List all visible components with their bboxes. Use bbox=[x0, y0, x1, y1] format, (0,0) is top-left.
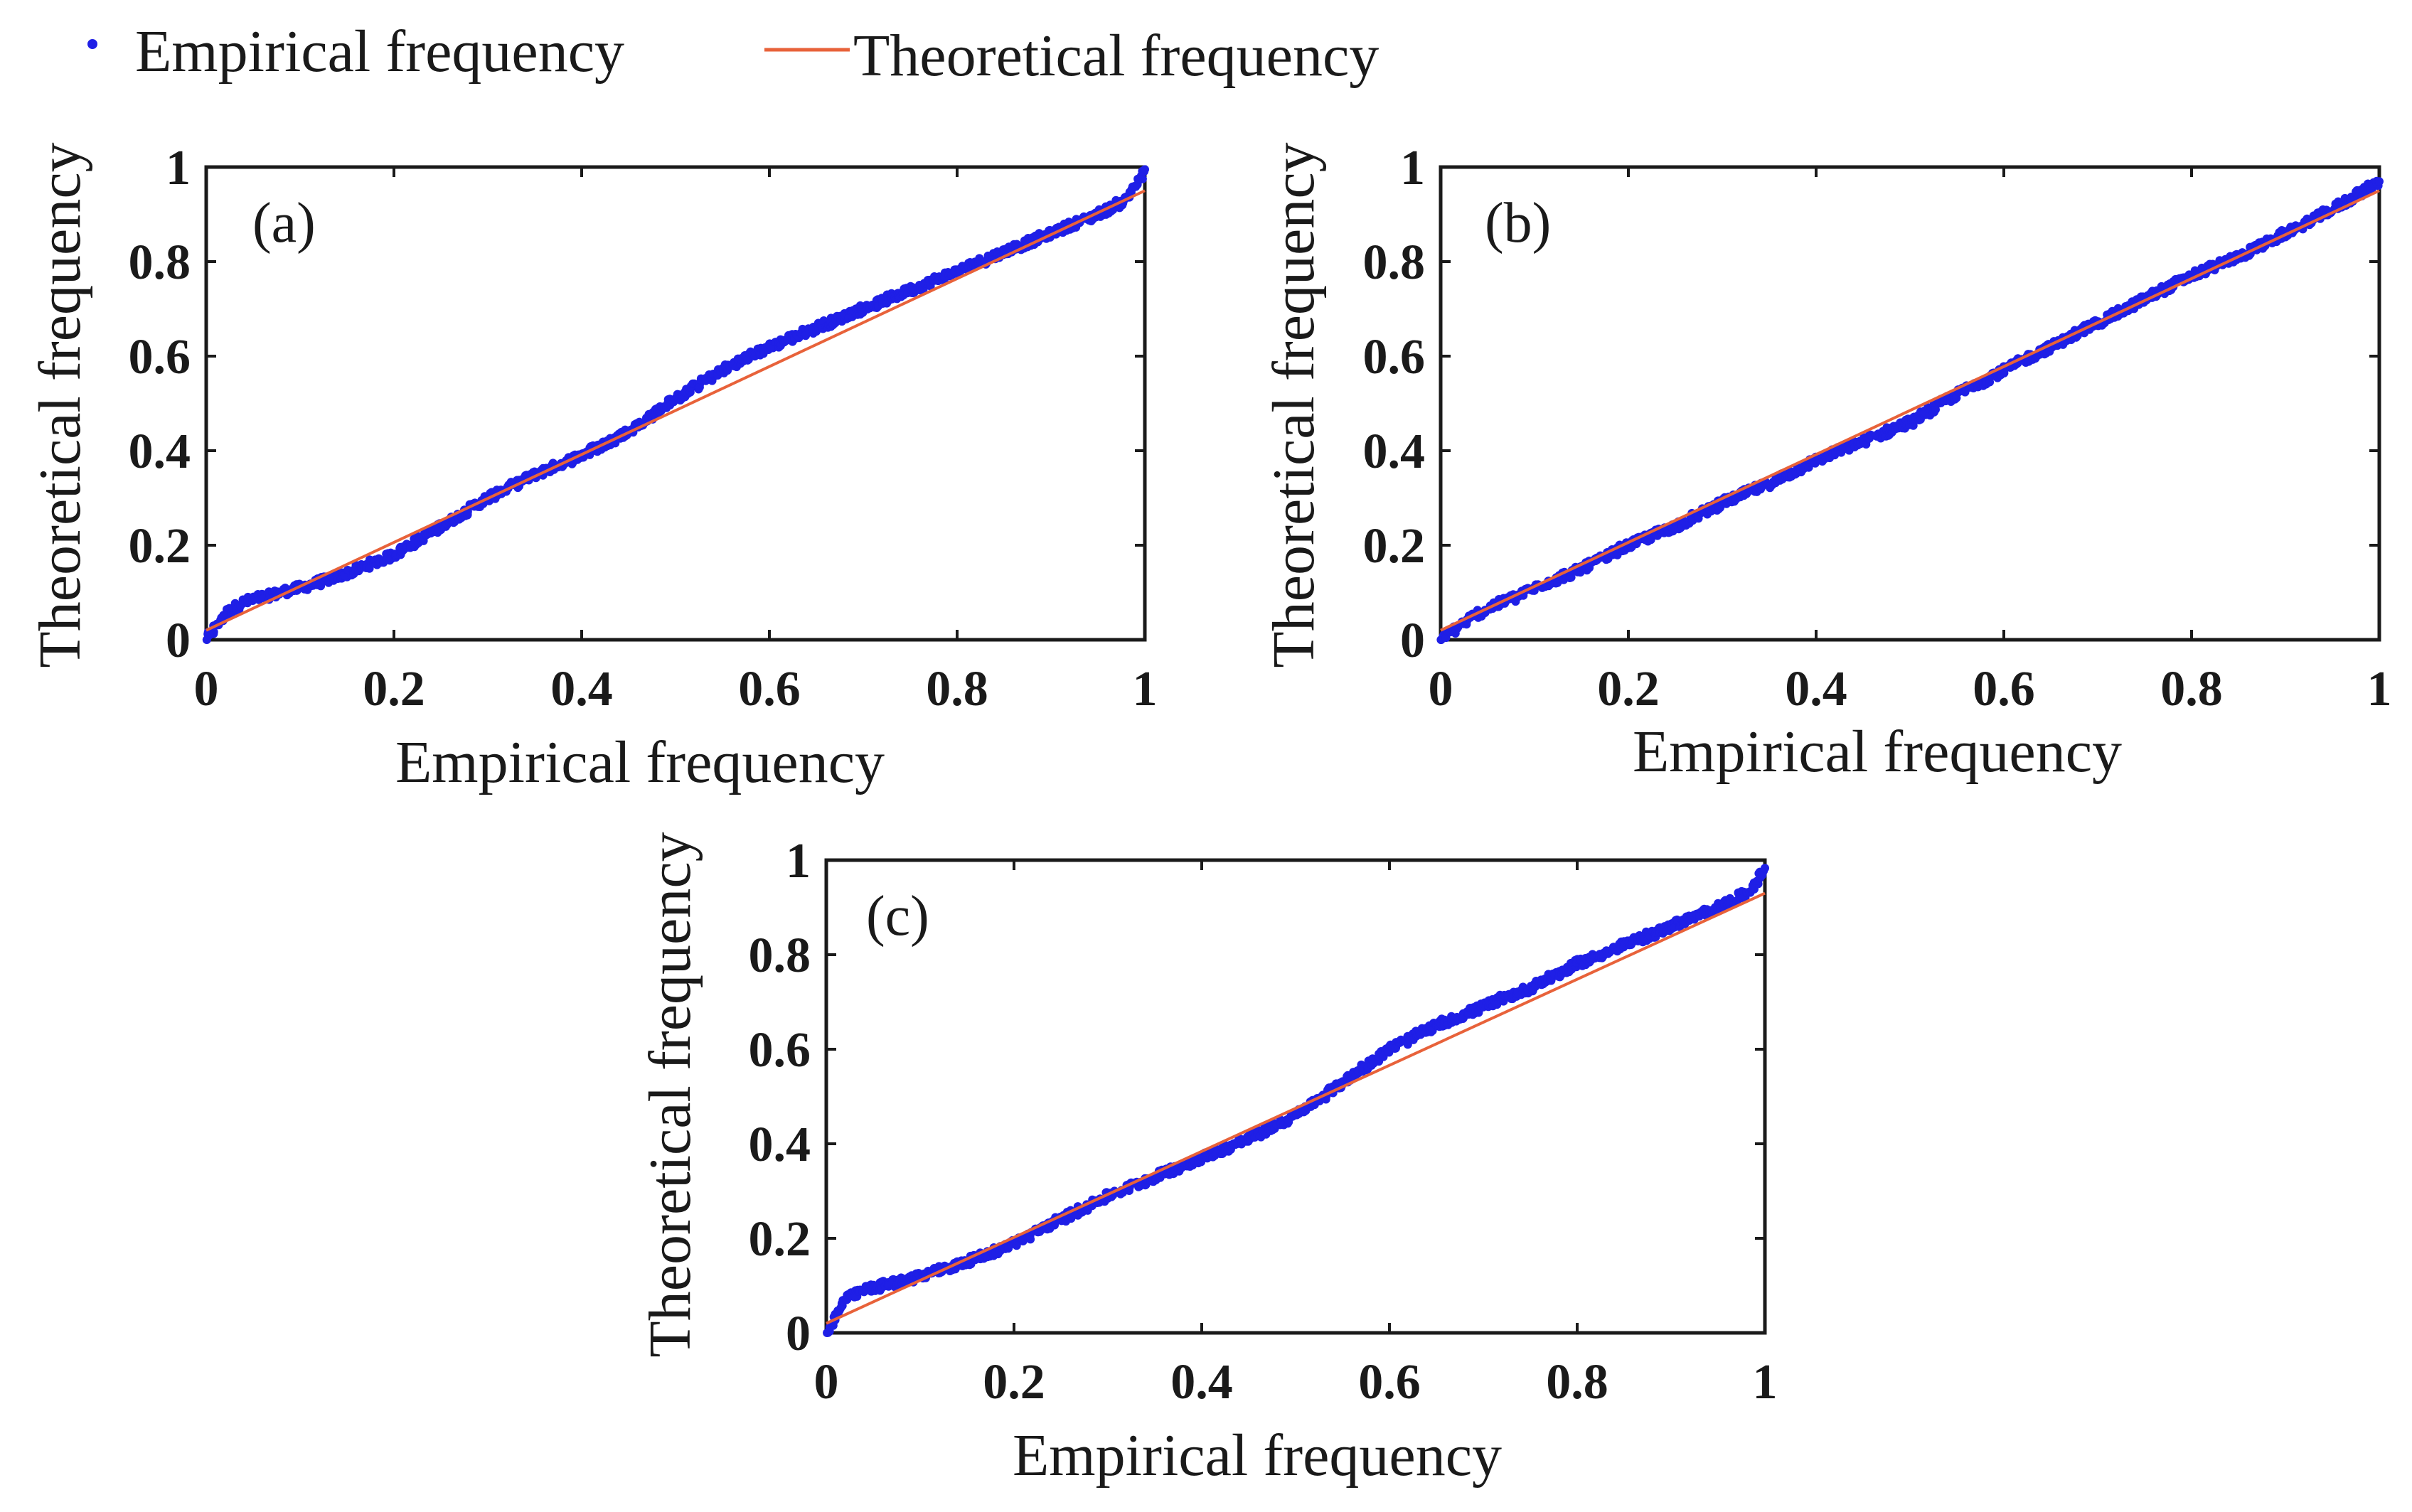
theoretical-line bbox=[826, 891, 1766, 1325]
y-tick-label: 1 bbox=[786, 834, 811, 889]
plot-frame bbox=[204, 165, 1147, 642]
panel-label: (b) bbox=[1485, 192, 1551, 254]
y-axis-label: Theoretical frequency bbox=[1261, 142, 1327, 667]
chart-panel-a: 0 0.2 0.4 0.6 0.8 1 0 0.2 0.4 0.6 0.8 1 (a) Empiric… bbox=[27, 141, 1158, 795]
y-tick-label: 0.8 bbox=[749, 928, 811, 983]
x-tick-label: 0.8 bbox=[1546, 1355, 1608, 1410]
x-tick-label: 1 bbox=[2367, 662, 2392, 717]
x-tick-label: 0.4 bbox=[1170, 1355, 1233, 1410]
y-tick-label: 0.2 bbox=[129, 519, 191, 574]
tick-labels: 0 0.2 0.4 0.6 0.8 1 0 0.2 0.4 0.6 0.8 1 bbox=[129, 141, 1158, 717]
data-marks bbox=[202, 165, 1149, 644]
theoretical-line bbox=[1440, 189, 2380, 632]
scatter-point bbox=[1758, 871, 1767, 880]
y-tick-label: 0.6 bbox=[1363, 330, 1426, 385]
tick-labels: 0 0.2 0.4 0.6 0.8 1 0 0.2 0.4 0.6 0.8 1 bbox=[1363, 141, 2392, 717]
x-tick-label: 0 bbox=[194, 662, 219, 717]
y-tick-label: 0.4 bbox=[749, 1117, 811, 1172]
x-axis-label: Empirical frequency bbox=[1013, 1422, 1502, 1489]
x-tick-label: 1 bbox=[1133, 662, 1158, 717]
y-tick-label: 0.2 bbox=[1363, 519, 1426, 574]
x-tick-label: 0 bbox=[814, 1355, 839, 1410]
x-tick-label: 0.8 bbox=[926, 662, 988, 717]
scatter-point bbox=[1567, 573, 1576, 582]
x-tick-label: 0.6 bbox=[738, 662, 801, 717]
y-tick-label: 0.8 bbox=[1363, 235, 1426, 290]
y-tick-label: 0.2 bbox=[749, 1212, 811, 1267]
plot-frame bbox=[1439, 165, 2381, 642]
chart-panel-c: 0 0.2 0.4 0.6 0.8 1 0 0.2 0.4 0.6 0.8 1 (c) Empiric… bbox=[637, 832, 1778, 1489]
data-marks bbox=[1436, 176, 2384, 644]
y-tick-label: 0.6 bbox=[749, 1023, 811, 1078]
plot-frame bbox=[824, 858, 1767, 1335]
y-tick-label: 0 bbox=[1400, 613, 1425, 668]
legend-marker-empirical bbox=[87, 39, 97, 49]
y-axis-label: Theoretical frequency bbox=[27, 142, 93, 667]
legend-label-empirical: Empirical frequency bbox=[135, 18, 624, 85]
scatter-point bbox=[1931, 405, 1940, 414]
legend-label-theoretical: Theoretical frequency bbox=[853, 23, 1379, 89]
scatter-point bbox=[209, 627, 218, 636]
x-tick-label: 0.6 bbox=[1973, 662, 2035, 717]
y-tick-label: 0 bbox=[786, 1307, 811, 1361]
axis-ticks bbox=[1439, 166, 2381, 641]
tick-labels: 0 0.2 0.4 0.6 0.8 1 0 0.2 0.4 0.6 0.8 1 bbox=[749, 834, 1778, 1410]
y-tick-label: 0.4 bbox=[1363, 424, 1426, 479]
data-marks bbox=[823, 864, 1769, 1337]
x-tick-label: 0.2 bbox=[983, 1355, 1045, 1410]
y-tick-label: 0.4 bbox=[129, 424, 191, 479]
scatter-point bbox=[2375, 177, 2384, 186]
scatter-point bbox=[1138, 174, 1147, 183]
panel-label: (c) bbox=[866, 885, 929, 948]
scatter-point bbox=[1761, 864, 1769, 873]
y-tick-label: 0 bbox=[166, 613, 191, 668]
scatter-point bbox=[1141, 165, 1149, 174]
x-tick-label: 0 bbox=[1429, 662, 1453, 717]
x-tick-label: 0.6 bbox=[1358, 1355, 1421, 1410]
chart-panel-b: 0 0.2 0.4 0.6 0.8 1 0 0.2 0.4 0.6 0.8 1 (b) Empiric… bbox=[1261, 141, 2392, 785]
x-tick-label: 0.2 bbox=[363, 662, 425, 717]
y-tick-label: 0.8 bbox=[129, 235, 191, 290]
legend: Empirical frequency Theoretical frequenc… bbox=[87, 18, 1379, 89]
y-tick-label: 1 bbox=[1400, 141, 1425, 195]
theoretical-line bbox=[206, 189, 1146, 632]
x-axis-label: Empirical frequency bbox=[1633, 719, 2122, 785]
panel-label: (a) bbox=[252, 192, 316, 254]
x-tick-label: 0.2 bbox=[1597, 662, 1660, 717]
x-tick-label: 0.4 bbox=[1785, 662, 1847, 717]
x-tick-label: 1 bbox=[1753, 1355, 1778, 1410]
x-tick-label: 0.4 bbox=[550, 662, 613, 717]
y-tick-label: 1 bbox=[166, 141, 191, 195]
y-axis-label: Theoretical frequency bbox=[637, 832, 703, 1357]
y-tick-label: 0.6 bbox=[129, 330, 191, 385]
x-axis-label: Empirical frequency bbox=[395, 729, 885, 795]
x-tick-label: 0.8 bbox=[2160, 662, 2223, 717]
